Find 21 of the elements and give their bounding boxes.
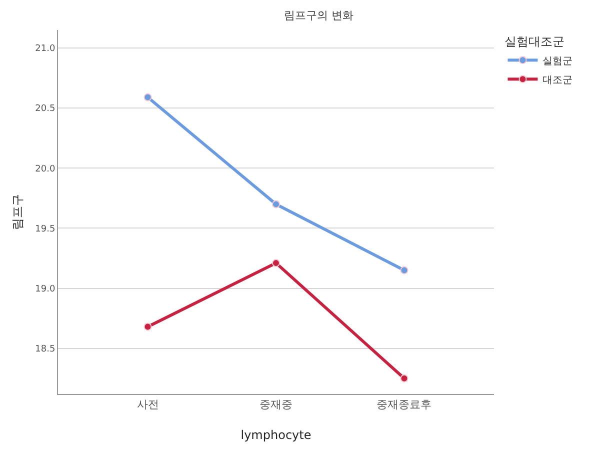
point [144,322,152,331]
y-tick-label: 20.5 [35,104,56,114]
point [272,200,280,208]
point [400,266,408,274]
x-tick-label: 중재종료후 [376,398,432,412]
y-axis-title: 림프구 [10,194,24,230]
x-tick-label: 사전 [136,398,159,412]
x-tick-label: 중재중 [260,398,292,412]
x-axis-title: lymphocyte [240,428,312,442]
point [272,259,280,268]
y-tick-label: 21.0 [35,44,56,54]
legend-label: 대조군 [542,75,573,86]
legend-label: 실험군 [542,56,573,67]
y-tick-label: 20.0 [35,164,56,174]
point [400,374,408,382]
y-tick-label: 19.5 [35,224,56,234]
y-tick-label: 18.5 [35,344,56,354]
y-tick-label: 19.0 [35,284,56,294]
chart-title: 림프구의 변화 [284,9,354,22]
point [144,93,152,102]
legend-title: 실험대조군 [504,34,565,49]
